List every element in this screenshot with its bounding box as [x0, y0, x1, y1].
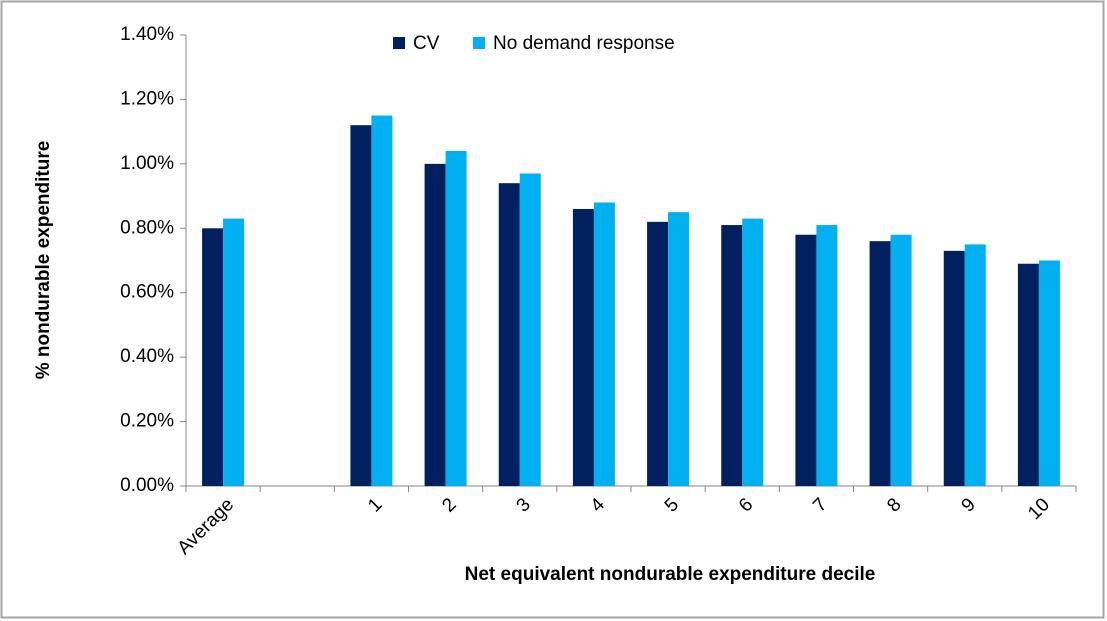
legend-label: No demand response: [493, 33, 675, 54]
bar: [593, 202, 615, 486]
legend-label: CV: [413, 33, 440, 54]
y-tick-label: 0.40%: [120, 346, 174, 367]
y-tick-label: 1.00%: [120, 153, 174, 174]
legend-swatch: [393, 37, 405, 49]
bar: [668, 212, 690, 486]
bar: [964, 244, 986, 486]
y-tick-label: 0.80%: [120, 217, 174, 238]
y-tick-label: 0.00%: [120, 475, 174, 496]
bar: [1038, 260, 1060, 486]
bar: [795, 234, 817, 486]
bar: [721, 225, 743, 487]
bar: [223, 218, 245, 486]
x-axis-label: Net equivalent nondurable expenditure de…: [465, 564, 876, 585]
bar: [445, 150, 467, 486]
bar: [350, 125, 372, 486]
y-tick-label: 1.40%: [120, 24, 174, 45]
y-tick-label: 0.20%: [120, 411, 174, 432]
bar: [371, 115, 393, 487]
bar: [647, 221, 669, 487]
bar: [869, 241, 891, 486]
bar: [890, 234, 912, 486]
bar: [943, 250, 965, 486]
y-tick-label: 1.20%: [120, 88, 174, 109]
y-tick-label: 0.60%: [120, 282, 174, 303]
bar: [519, 173, 541, 486]
bar: [498, 183, 520, 486]
bar: [816, 225, 838, 487]
y-axis-label: % nondurable expenditure: [33, 141, 54, 380]
bar: [572, 208, 594, 486]
bar: [1017, 263, 1039, 486]
legend-swatch: [473, 37, 485, 49]
bar: [424, 163, 446, 486]
bar: [202, 228, 224, 487]
bar: [742, 218, 764, 486]
